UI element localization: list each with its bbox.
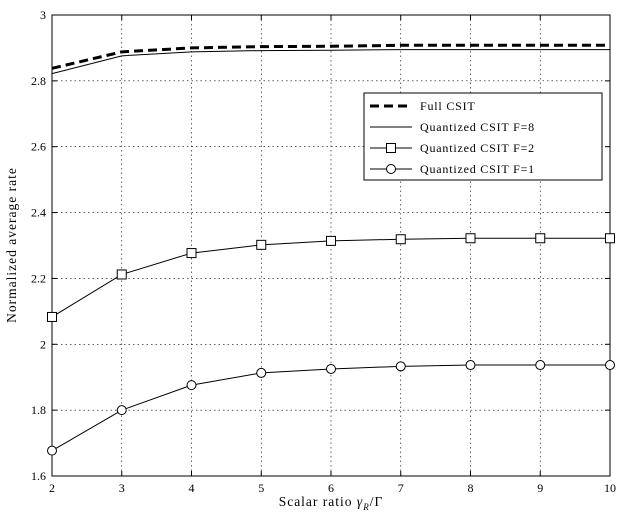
series-line-full-csit: [51, 43, 610, 70]
data-point-marker: [395, 361, 406, 372]
x-axis-title-text: Scalar ratio: [279, 494, 357, 509]
series-quantized-csit-f-8: [51, 49, 610, 75]
data-point-marker: [395, 234, 406, 245]
data-point-marker: [326, 235, 336, 246]
data-point-marker: [256, 239, 267, 250]
x-tick-label: 4: [189, 481, 195, 495]
series-lines: [47, 43, 615, 456]
data-point-marker: [535, 360, 546, 371]
data-point-marker: [116, 405, 127, 416]
legend-label: Full CSIT: [420, 99, 476, 113]
legend-label: Quantized CSIT F=1: [420, 162, 535, 176]
legend-item-quantized-csit-f-2: Quantized CSIT F=2: [370, 141, 535, 155]
legend-item-full-csit: Full CSIT: [370, 99, 476, 113]
y-axis-title: Normalized average rate: [4, 167, 19, 323]
data-point-marker: [186, 248, 197, 259]
x-axis-title: Scalar ratio γR/Γ: [279, 494, 384, 512]
y-tick-label: 2.4: [31, 206, 46, 220]
y-tick-label: 3: [40, 8, 46, 22]
legend-item-quantized-csit-f-1: Quantized CSIT F=1: [370, 162, 535, 176]
data-point-marker: [116, 269, 127, 280]
data-point-marker: [465, 360, 476, 371]
y-tick-label: 2: [40, 337, 46, 351]
axis-ticks: [51, 14, 611, 477]
x-tick-label: 3: [119, 481, 125, 495]
x-axis-title-tail: /Γ: [370, 494, 384, 509]
data-point-marker: [47, 311, 57, 322]
series-quantized-csit-f-1: [47, 360, 615, 456]
y-tick-label: 2.2: [31, 271, 46, 285]
legend-marker: [386, 164, 396, 174]
legend-marker: [386, 143, 396, 153]
x-tick-label: 2: [49, 481, 55, 495]
legend-label: Quantized CSIT F=8: [420, 120, 535, 134]
data-point-marker: [605, 233, 615, 244]
legend: Full CSIT Quantized CSIT F=8 Quantized CSI…: [363, 92, 603, 181]
y-tick-label: 2.8: [31, 74, 46, 88]
y-axis-tick-labels: 1.6 1.8 2 2.2 2.4 2.6 2.8 3: [31, 8, 46, 483]
x-tick-label: 6: [328, 481, 334, 495]
y-tick-label: 2.6: [31, 140, 46, 154]
series-full-csit: [51, 43, 610, 70]
x-tick-label: 8: [468, 481, 474, 495]
y-tick-label: 1.6: [31, 469, 46, 483]
series-line-quantized-csit-f-8: [51, 49, 610, 75]
data-point-marker: [256, 367, 267, 378]
data-point-marker: [326, 363, 336, 374]
x-tick-label: 9: [537, 481, 543, 495]
grid-lines: [52, 15, 610, 476]
data-point-marker: [186, 380, 197, 391]
legend-label: Quantized CSIT F=2: [420, 141, 535, 155]
data-point-marker: [605, 360, 615, 371]
data-point-marker: [465, 233, 476, 244]
x-tick-label: 5: [258, 481, 264, 495]
x-axis-tick-labels: 2 3 4 5 6 7 8 9 10: [49, 481, 616, 495]
series-quantized-csit-f-2: [47, 233, 615, 322]
data-point-marker: [47, 445, 57, 456]
x-axis-title-subscript: R: [362, 502, 370, 512]
data-point-marker: [535, 233, 546, 244]
x-axis-title-gamma: γ: [357, 494, 363, 509]
y-tick-label: 1.8: [31, 403, 46, 417]
legend-item-quantized-csit-f-8: Quantized CSIT F=8: [370, 120, 535, 134]
x-tick-label: 10: [604, 481, 616, 495]
x-tick-label: 7: [398, 481, 404, 495]
